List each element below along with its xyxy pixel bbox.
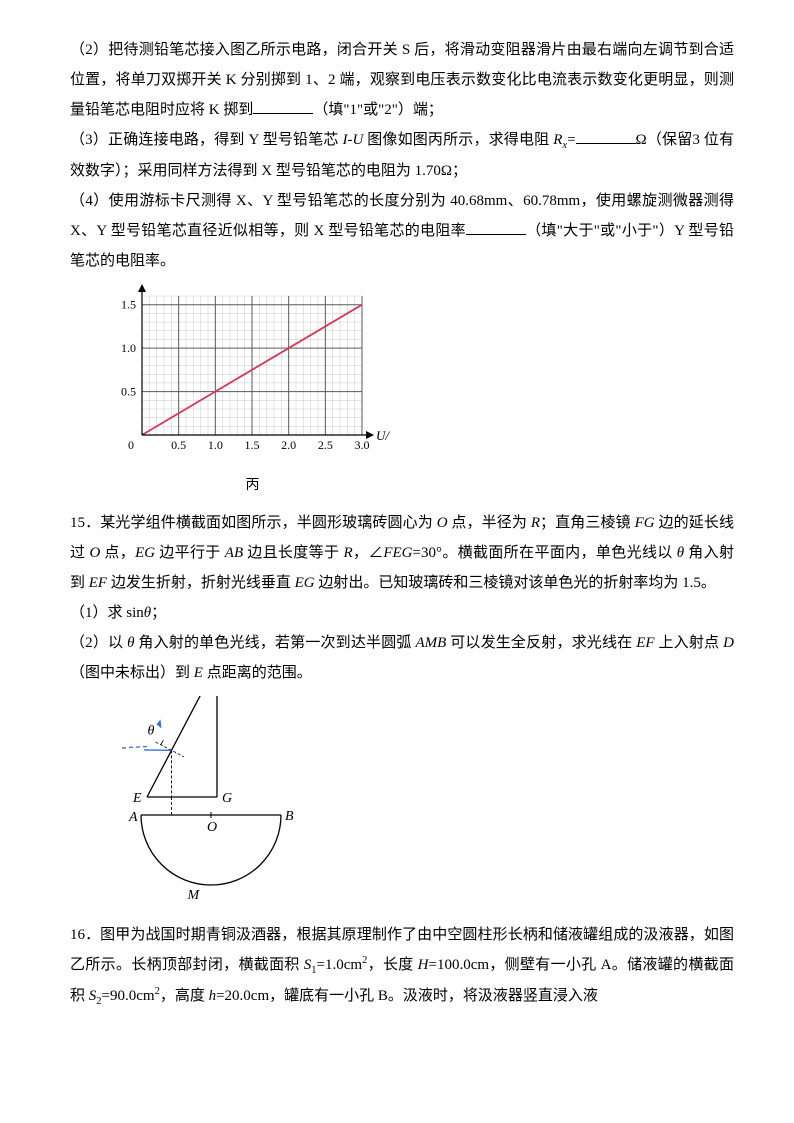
s: EG (295, 575, 315, 591)
svg-text:0: 0 (128, 438, 134, 452)
t: 点距离的范围。 (203, 665, 312, 681)
t: ，长度 (367, 957, 417, 973)
s: H (418, 957, 429, 973)
text: （填"1"或"2"）端； (313, 102, 443, 118)
svg-text:0.5: 0.5 (121, 385, 136, 399)
svg-text:A: A (128, 810, 138, 825)
s: FEG (383, 545, 412, 561)
q15-sub2: （2）以 θ 角入射的单色光线，若第一次到达半圆弧 AMB 可以发生全反射，求光… (70, 628, 734, 688)
s: D (723, 635, 734, 651)
svg-text:2.0: 2.0 (281, 438, 296, 452)
optics-svg: ABOMEFGθ (100, 696, 315, 901)
svg-text:1.5: 1.5 (245, 438, 260, 452)
t: =30°。横截面所在平面内，单色光线以 (413, 545, 677, 561)
svg-text:1.5: 1.5 (121, 298, 136, 312)
chart-bing: 0.5 1.0 1.5 2.0 2.5 3.0 0.5 1.0 1.5 0 I/A U/V 丙 (100, 284, 734, 500)
t: =1.0cm (317, 957, 363, 973)
svg-text:B: B (285, 809, 294, 824)
svg-text:2.5: 2.5 (318, 438, 333, 452)
svg-text:1.0: 1.0 (121, 341, 136, 355)
t: 边且长度等于 (243, 545, 343, 561)
t: 可以发生全反射，求光线在 (446, 635, 636, 651)
blank-k (253, 98, 313, 114)
svg-text:0.5: 0.5 (171, 438, 186, 452)
s: EF (636, 635, 654, 651)
t: （1）求 sin (70, 605, 144, 621)
svg-text:θ: θ (148, 723, 155, 738)
iu-symbol: I-U (342, 132, 363, 148)
t: ，∠ (353, 545, 384, 561)
s: AMB (415, 635, 446, 651)
rx-sub: x (562, 140, 567, 151)
t: 角入射的单色光线，若第一次到达半圆弧 (135, 635, 416, 651)
q16: 16．图甲为战国时期青铜汲酒器，根据其原理制作了由中空圆柱形长柄和储液罐组成的汲… (70, 920, 734, 1012)
t: 边平行于 (155, 545, 225, 561)
t: ；直角三棱镜 (540, 515, 635, 531)
chart-caption: 丙 (120, 472, 385, 500)
t: （2）以 (70, 635, 127, 651)
svg-text:M: M (187, 888, 201, 901)
s: R (531, 515, 540, 531)
q15-sub1: （1）求 sinθ； (70, 598, 734, 628)
svg-text:E: E (132, 791, 142, 806)
s: E (194, 665, 203, 681)
q14-part4: （4）使用游标卡尺测得 X、Y 型号铅笔芯的长度分别为 40.68mm、60.7… (70, 186, 734, 276)
svg-text:3.0: 3.0 (355, 438, 370, 452)
t: =90.0cm (102, 988, 155, 1004)
text: （3）正确连接电路，得到 Y 型号铅笔芯 (70, 132, 342, 148)
blank-rx (576, 128, 636, 144)
q14-part2: （2）把待测铅笔芯接入图乙所示电路，闭合开关 S 后，将滑动变阻器滑片由最右端向… (70, 35, 734, 125)
svg-text:G: G (222, 791, 232, 806)
s: R (343, 545, 352, 561)
s: EG (135, 545, 155, 561)
t: ，高度 (160, 988, 209, 1004)
s: O (89, 545, 100, 561)
q15-intro: 15．某光学组件横截面如图所示，半圆形玻璃砖圆心为 O 点，半径为 R；直角三棱… (70, 508, 734, 598)
svg-text:I/A: I/A (121, 284, 138, 285)
text: 图像如图丙所示，求得电阻 (363, 132, 553, 148)
svg-text:1.0: 1.0 (208, 438, 223, 452)
svg-text:O: O (207, 820, 217, 835)
svg-text:U/V: U/V (376, 428, 390, 443)
t: ； (151, 605, 166, 621)
t: 点， (100, 545, 135, 561)
t: （图中未标出）到 (70, 665, 194, 681)
t: 边发生折射，折射光线垂直 (107, 575, 295, 591)
s: h (209, 988, 217, 1004)
s: O (437, 515, 448, 531)
t: 15．某光学组件横截面如图所示，半圆形玻璃砖圆心为 (70, 515, 437, 531)
s: AB (225, 545, 243, 561)
t: 上入射点 (655, 635, 724, 651)
t: 点，半径为 (448, 515, 531, 531)
q14-part3: （3）正确连接电路，得到 Y 型号铅笔芯 I-U 图像如图丙所示，求得电阻 Rx… (70, 125, 734, 186)
optics-diagram: ABOMEFGθ (100, 696, 734, 912)
t: 边射出。已知玻璃砖和三棱镜对该单色光的折射率均为 1.5。 (315, 575, 716, 591)
iv-chart: 0.5 1.0 1.5 2.0 2.5 3.0 0.5 1.0 1.5 0 I/A U/V (100, 284, 390, 459)
s: EF (89, 575, 107, 591)
t: =20.0cm，罐底有一小孔 B。汲液时，将汲液器竖直浸入液 (216, 988, 598, 1004)
s: θ (127, 635, 134, 651)
s: FG (635, 515, 655, 531)
blank-rho (466, 219, 526, 235)
